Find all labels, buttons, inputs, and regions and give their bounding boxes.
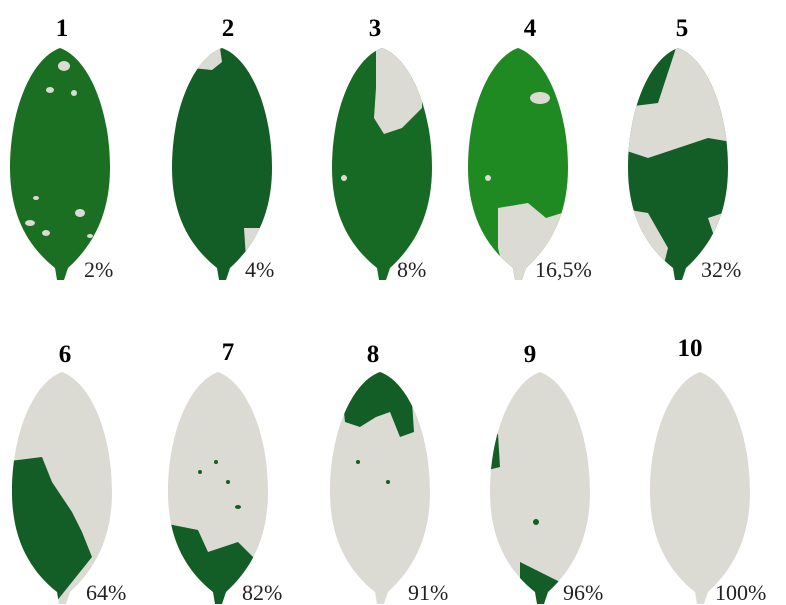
leaf-number-2: 2: [222, 15, 235, 42]
leaf-number-6: 6: [59, 341, 72, 368]
leaf-5: [628, 48, 728, 280]
leaf-number-7: 7: [222, 339, 235, 366]
leaf-number-8: 8: [367, 341, 380, 368]
leaf-2: [172, 48, 272, 280]
leaf-percent-4: 16,5%: [535, 257, 592, 282]
leaf-4: [468, 48, 568, 280]
leaf-percent-6: 64%: [86, 580, 126, 605]
leaf-percent-7: 82%: [242, 580, 282, 605]
leaf-9: [490, 372, 590, 604]
leaf-number-5: 5: [676, 15, 689, 42]
leaf-percent-3: 8%: [397, 257, 426, 282]
leaf-6: [12, 372, 112, 604]
leaf-percent-8: 91%: [408, 580, 448, 605]
leaf-percent-5: 32%: [701, 257, 741, 282]
leaf-percent-2: 4%: [245, 257, 274, 282]
leaf-percent-9: 96%: [563, 580, 603, 605]
leaf-10: [650, 372, 750, 604]
leaf-number-3: 3: [369, 15, 382, 42]
leaf-7: [168, 372, 268, 604]
leaf-8: [330, 372, 430, 604]
leaf-number-4: 4: [524, 15, 537, 42]
leaf-3: [332, 48, 432, 280]
leaf-percent-1: 2%: [84, 257, 113, 282]
leaf-number-9: 9: [524, 341, 537, 368]
leaf-number-1: 1: [56, 15, 69, 42]
leaf-percent-10: 100%: [715, 580, 766, 605]
leaf-number-10: 10: [678, 335, 703, 362]
leaf-1: [10, 48, 110, 280]
